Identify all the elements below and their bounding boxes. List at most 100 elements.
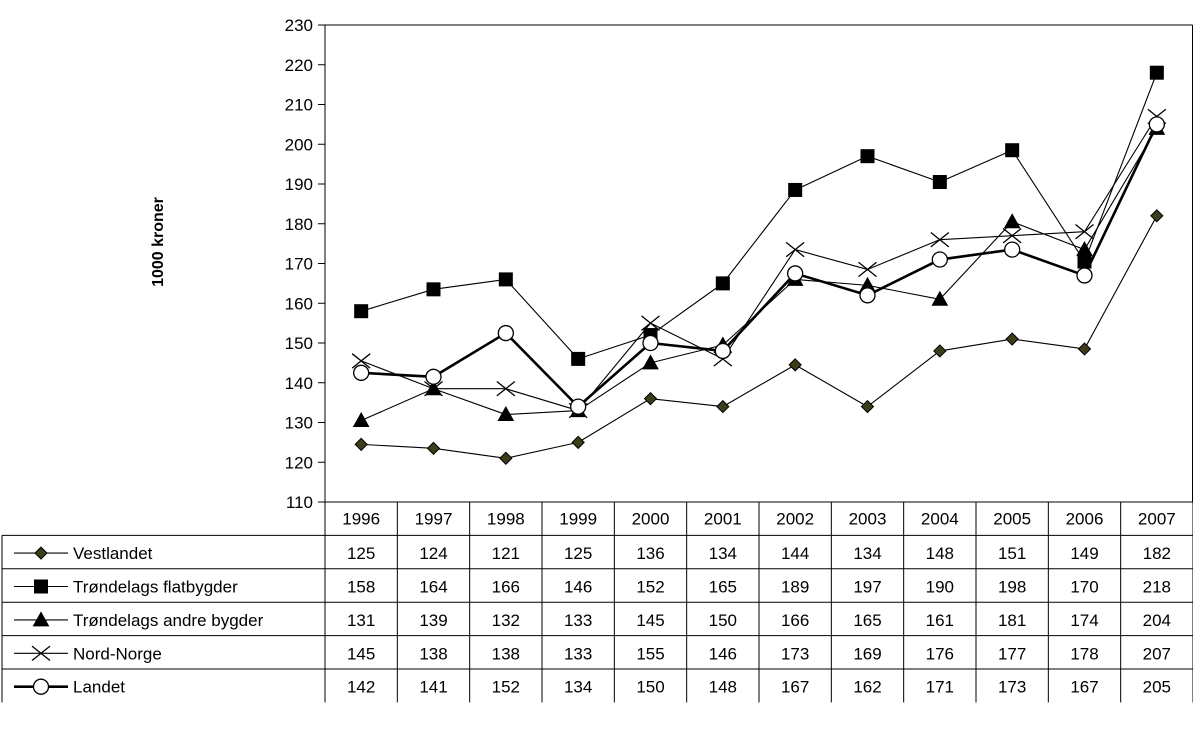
data-point [931, 290, 949, 306]
data-point [1149, 65, 1164, 80]
data-point [859, 287, 876, 304]
data-point [497, 406, 515, 422]
table-cell: 131 [347, 611, 375, 630]
y-tick-label: 110 [286, 493, 313, 512]
x-tick-label: 2004 [921, 510, 959, 529]
table-cell: 167 [1070, 678, 1098, 697]
x-tick-label: 1999 [559, 510, 597, 529]
data-point [426, 282, 441, 297]
table-cell: 146 [709, 644, 737, 663]
table-cell: 173 [998, 678, 1026, 697]
data-point [933, 344, 947, 358]
table-cell: 133 [564, 644, 592, 663]
table-cell: 182 [1143, 544, 1171, 563]
table-cell: 158 [347, 578, 375, 597]
data-point [1005, 143, 1020, 158]
y-axis-label: 1000 kroner [150, 197, 167, 287]
y-tick-label: 140 [285, 374, 313, 393]
data-point [788, 358, 802, 372]
table-cell: 190 [926, 578, 954, 597]
data-point [424, 381, 443, 397]
legend-label: Nord-Norge [73, 644, 162, 663]
data-point [496, 381, 516, 397]
data-point [860, 149, 875, 164]
data-point [571, 435, 585, 450]
table-cell: 145 [636, 611, 664, 630]
data-point [498, 272, 513, 287]
data-point [570, 398, 587, 415]
table-cell: 124 [419, 544, 447, 563]
data-point [642, 354, 659, 370]
y-tick-label: 190 [285, 175, 313, 194]
table-cell: 176 [926, 644, 954, 663]
data-point [1077, 254, 1092, 269]
legend-label: Vestlandet [73, 544, 153, 563]
table-cell: 177 [998, 644, 1026, 663]
table-cell: 138 [419, 644, 447, 663]
y-tick-label: 130 [285, 414, 313, 433]
data-point [354, 304, 369, 319]
table-cell: 125 [564, 544, 592, 563]
y-tick-label: 160 [285, 294, 313, 313]
x-tick-label: 1998 [487, 510, 525, 529]
table-cell: 204 [1143, 611, 1171, 630]
table-cell: 148 [926, 544, 954, 563]
table-cell: 155 [636, 644, 664, 663]
table-cell: 161 [926, 611, 954, 630]
series-markers [351, 65, 1167, 465]
y-tick-label: 210 [285, 96, 313, 115]
table-cell: 166 [492, 578, 520, 597]
y-tick-label: 170 [285, 255, 313, 274]
table-cell: 166 [781, 611, 809, 630]
legend-label: Trøndelags flatbygder [73, 578, 238, 597]
table-cell: 174 [1070, 611, 1098, 630]
data-point [788, 182, 803, 197]
x-tick-label: 1996 [342, 510, 380, 529]
legend-marker [32, 611, 50, 627]
x-tick-label: 2001 [704, 510, 742, 529]
table-cell: 167 [781, 678, 809, 697]
table-cell: 173 [781, 644, 809, 663]
table-cell: 136 [636, 544, 664, 563]
table-cell: 152 [636, 578, 664, 597]
legend-label: Landet [73, 678, 125, 697]
table-cell: 134 [564, 678, 592, 697]
table-cell: 141 [419, 678, 447, 697]
y-tick-label: 220 [285, 56, 313, 75]
table-cell: 125 [347, 544, 375, 563]
data-point [351, 353, 371, 369]
series-lines [360, 72, 1159, 459]
y-tick-label: 230 [285, 16, 313, 35]
data-point [353, 364, 370, 381]
table-cell: 164 [419, 578, 447, 597]
table-cell: 133 [564, 611, 592, 630]
data-point [1150, 209, 1164, 223]
data-point [642, 334, 659, 352]
data-point [1004, 241, 1021, 258]
table-cell: 205 [1143, 678, 1171, 697]
table-cell: 150 [709, 611, 737, 630]
table-cell: 134 [709, 544, 737, 563]
x-tick-label: 2000 [632, 510, 670, 529]
table-cell: 139 [419, 611, 447, 630]
table-cell: 145 [347, 644, 375, 663]
table-cell: 171 [926, 678, 954, 697]
x-tick-label: 1997 [415, 510, 453, 529]
data-table: 1996 1997 1998 1999 2000 2001 2002 2003 2004 2005… [1, 501, 1193, 703]
data-point [426, 441, 441, 456]
table-cell: 207 [1143, 644, 1171, 663]
data-point [931, 251, 948, 268]
data-point [858, 261, 877, 278]
table-cell: 178 [1070, 644, 1098, 663]
table-cell: 181 [998, 611, 1026, 630]
table-cell: 149 [1070, 544, 1098, 563]
table-cell: 197 [853, 578, 881, 597]
table-cell: 138 [492, 644, 520, 663]
data-point [643, 391, 658, 406]
data-point [930, 231, 950, 248]
x-tick-label: 2005 [993, 510, 1031, 529]
series-line [361, 215, 1158, 459]
series-line [360, 116, 1158, 412]
data-point [1003, 213, 1021, 229]
table-cell: 170 [1070, 578, 1098, 597]
